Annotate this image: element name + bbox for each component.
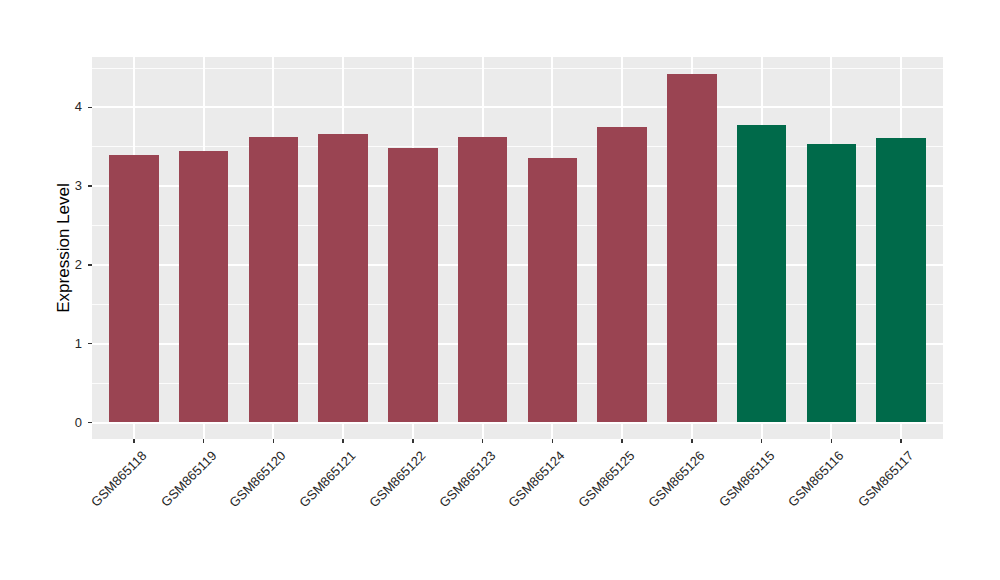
x-tick-mark — [133, 439, 135, 443]
y-tick-label: 1 — [46, 336, 82, 352]
bar-GSM865126 — [667, 74, 717, 423]
x-tick-mark — [621, 439, 623, 443]
x-tick-mark — [412, 439, 414, 443]
y-tick-label: 0 — [46, 415, 82, 431]
x-tick-mark — [761, 439, 763, 443]
y-tick-mark — [88, 185, 92, 187]
y-tick-label: 2 — [46, 257, 82, 273]
x-tick-mark — [273, 439, 275, 443]
x-tick-label-GSM865118: GSM865118 — [0, 448, 150, 580]
bar-GSM865118 — [109, 155, 159, 423]
x-tick-mark — [900, 439, 902, 443]
y-tick-mark — [88, 422, 92, 424]
x-tick-mark — [342, 439, 344, 443]
x-tick-mark — [203, 439, 205, 443]
bar-GSM865119 — [179, 151, 229, 423]
y-gridline-major — [92, 106, 943, 108]
x-tick-mark — [831, 439, 833, 443]
bar-GSM865124 — [528, 158, 578, 423]
y-gridline-minor — [92, 68, 943, 69]
x-tick-mark — [691, 439, 693, 443]
y-tick-mark — [88, 107, 92, 109]
bar-GSM865123 — [458, 137, 508, 423]
x-tick-mark — [482, 439, 484, 443]
x-tick-mark — [552, 439, 554, 443]
y-axis-title: Expression Level — [54, 98, 74, 398]
bar-GSM865121 — [318, 134, 368, 422]
y-tick-mark — [88, 343, 92, 345]
y-tick-mark — [88, 264, 92, 266]
bar-GSM865115 — [737, 125, 787, 423]
y-tick-label: 4 — [46, 99, 82, 115]
bar-GSM865122 — [388, 148, 438, 423]
bar-GSM865125 — [597, 127, 647, 422]
bar-GSM865116 — [807, 144, 857, 423]
y-tick-label: 3 — [46, 178, 82, 194]
bar-GSM865117 — [876, 138, 926, 422]
bar-GSM865120 — [249, 137, 299, 422]
expression-level-bar-chart: Expression Level 01234GSM865118GSM865119… — [0, 0, 1000, 580]
